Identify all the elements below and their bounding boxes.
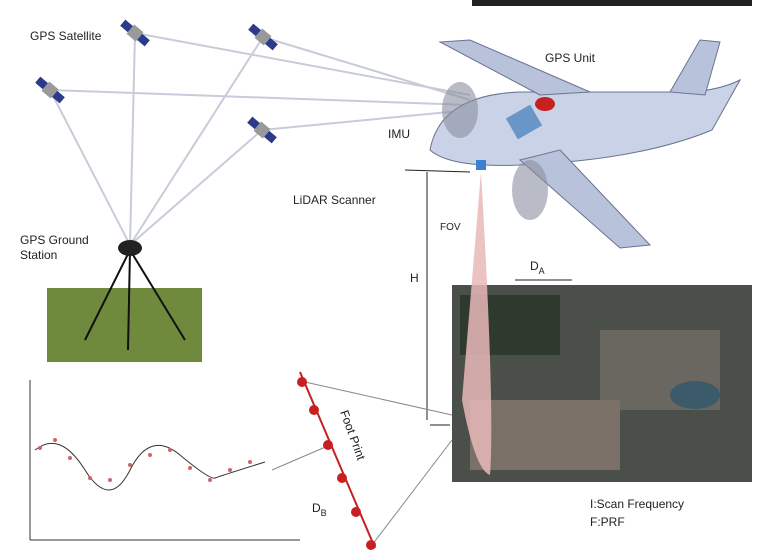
satellites-part-part	[264, 130, 277, 144]
profile-chart	[29, 380, 300, 541]
satellites-part-part	[126, 24, 144, 42]
signal-lines-part	[261, 109, 471, 131]
signal-lines-part	[129, 32, 136, 246]
footprint-points-part	[309, 405, 319, 415]
swath-width-sub: A	[539, 266, 545, 276]
footprint-links-part	[371, 439, 453, 546]
satellites-part-part	[247, 116, 260, 130]
satellites-part-part	[120, 19, 133, 33]
satellites-part-part	[137, 33, 150, 47]
satellites-part-part	[254, 28, 272, 46]
footprint-points-part	[337, 473, 347, 483]
profile-chart-part-part	[248, 460, 252, 464]
signal-lines-part	[129, 36, 264, 246]
swath-width-label: DA	[530, 259, 545, 276]
city-image-part	[470, 400, 620, 470]
footprint-points-part	[366, 540, 376, 550]
profile-chart-part-part	[208, 478, 212, 482]
ground-station	[47, 240, 202, 362]
scan-beam-part	[462, 172, 492, 475]
satellites-part	[35, 76, 65, 104]
footprint-points	[297, 371, 376, 550]
airplane-part	[669, 39, 721, 96]
ground-station-label: GPS Ground	[20, 233, 89, 247]
airplane-part	[535, 97, 555, 111]
signal-lines	[49, 32, 471, 246]
scan-beam	[404, 169, 572, 475]
footprint-links	[271, 381, 453, 546]
profile-chart-part-part	[68, 456, 72, 460]
profile-chart-part-part	[228, 468, 232, 472]
ground-station-part	[118, 240, 142, 256]
profile-chart-part-part	[53, 438, 57, 442]
ground-station-part	[84, 249, 131, 341]
signal-lines-part	[129, 129, 263, 246]
footprint-points-part	[297, 377, 307, 387]
profile-chart-part	[38, 438, 252, 482]
signal-lines-part	[49, 89, 471, 106]
profile-chart-part-part	[148, 453, 152, 457]
gps-satellite-label: GPS Satellite	[30, 29, 102, 43]
profile-chart-part-part	[38, 446, 42, 450]
scan-frequency-label: I:Scan Frequency	[590, 497, 684, 511]
satellites-part	[247, 116, 277, 144]
airplane-part	[476, 160, 486, 170]
profile-chart-part-part	[128, 463, 132, 467]
satellites-part-part	[52, 90, 65, 104]
profile-chart-part-part	[188, 466, 192, 470]
swath-width-d: D	[530, 259, 539, 273]
footprint-points-part	[351, 507, 361, 517]
profile-chart-part-part	[168, 448, 172, 452]
ground-station-part	[47, 288, 202, 362]
footprint-points-part	[323, 440, 333, 450]
profile-chart-part	[34, 442, 266, 491]
satellites-part-part	[35, 76, 48, 90]
profile-chart-part-part	[88, 476, 92, 480]
height-label: H	[410, 271, 419, 285]
ground-station-part	[129, 249, 186, 341]
footprint-links-part	[271, 444, 331, 471]
airplane-part	[512, 160, 548, 220]
satellites-part-part	[253, 121, 271, 139]
airplane-part	[518, 149, 652, 249]
point-spacing-d: D	[312, 501, 321, 515]
airplane-part	[442, 82, 478, 138]
top-image-strip	[472, 0, 752, 6]
satellites-part-part	[265, 37, 278, 51]
point-spacing-sub: B	[321, 508, 327, 518]
ground-station-label: Station	[20, 248, 57, 262]
lidar-scanner-label: LiDAR Scanner	[293, 193, 376, 207]
satellites-part-part	[248, 23, 261, 37]
signal-lines-part	[262, 36, 471, 101]
fov-label: FOV	[440, 222, 461, 233]
point-spacing-label: DB	[312, 501, 327, 518]
satellites-part	[248, 23, 278, 51]
prf-label: F:PRF	[590, 515, 625, 529]
satellites-part-part	[41, 81, 59, 99]
profile-chart-part-part	[108, 478, 112, 482]
footprint-points-part	[299, 371, 376, 549]
city-image	[452, 285, 752, 482]
signal-lines-part	[134, 32, 471, 96]
foot-print-label: Foot Print	[337, 408, 368, 462]
footprint-links-part	[304, 381, 453, 416]
ground-station-part	[127, 249, 131, 351]
imu-label: IMU	[388, 127, 410, 141]
gps-unit-label: GPS Unit	[545, 51, 596, 65]
airplane	[429, 39, 742, 249]
signal-lines-part	[49, 89, 131, 246]
satellites-part	[120, 19, 150, 47]
city-image-part	[670, 381, 720, 409]
satellites	[35, 19, 278, 144]
airplane-part	[505, 104, 543, 140]
airplane-part	[438, 39, 591, 96]
scan-beam-part	[404, 169, 471, 173]
